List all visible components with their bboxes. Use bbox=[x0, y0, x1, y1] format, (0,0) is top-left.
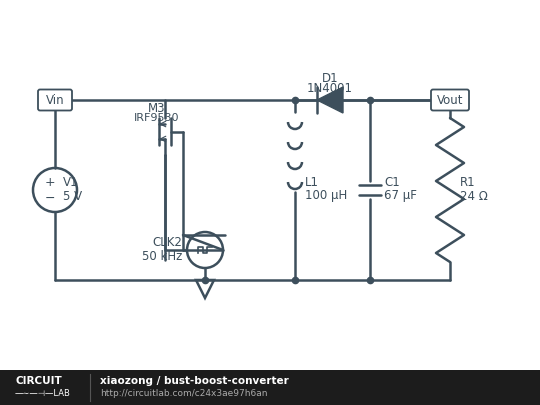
Text: 100 μH: 100 μH bbox=[305, 190, 347, 202]
Text: L1: L1 bbox=[305, 175, 319, 188]
Text: http://circuitlab.com/c24x3ae97h6an: http://circuitlab.com/c24x3ae97h6an bbox=[100, 389, 267, 398]
Text: Vin: Vin bbox=[46, 94, 64, 107]
Text: IRF9530: IRF9530 bbox=[134, 113, 180, 123]
Text: +: + bbox=[45, 175, 55, 188]
Text: 24 Ω: 24 Ω bbox=[460, 190, 488, 202]
Text: CIRCUIT: CIRCUIT bbox=[15, 377, 62, 386]
Text: V1: V1 bbox=[63, 175, 78, 188]
Text: M3: M3 bbox=[148, 102, 166, 115]
Text: 5 V: 5 V bbox=[63, 190, 82, 203]
Bar bbox=[0, 370, 540, 405]
Text: R1: R1 bbox=[460, 175, 476, 188]
Polygon shape bbox=[317, 87, 343, 113]
Text: C1: C1 bbox=[384, 175, 400, 188]
Text: 67 μF: 67 μF bbox=[384, 190, 417, 202]
FancyBboxPatch shape bbox=[38, 90, 72, 111]
Text: 1N4001: 1N4001 bbox=[307, 83, 353, 96]
FancyBboxPatch shape bbox=[431, 90, 469, 111]
Text: Vout: Vout bbox=[437, 94, 463, 107]
Text: xiaozong / bust-boost-converter: xiaozong / bust-boost-converter bbox=[100, 377, 289, 386]
Text: −: − bbox=[45, 192, 55, 205]
Text: D1: D1 bbox=[322, 72, 339, 85]
Text: 50 kHz: 50 kHz bbox=[141, 249, 182, 262]
Text: CLK2: CLK2 bbox=[152, 235, 182, 249]
Text: —∼—⊣—LAB: —∼—⊣—LAB bbox=[15, 389, 71, 398]
